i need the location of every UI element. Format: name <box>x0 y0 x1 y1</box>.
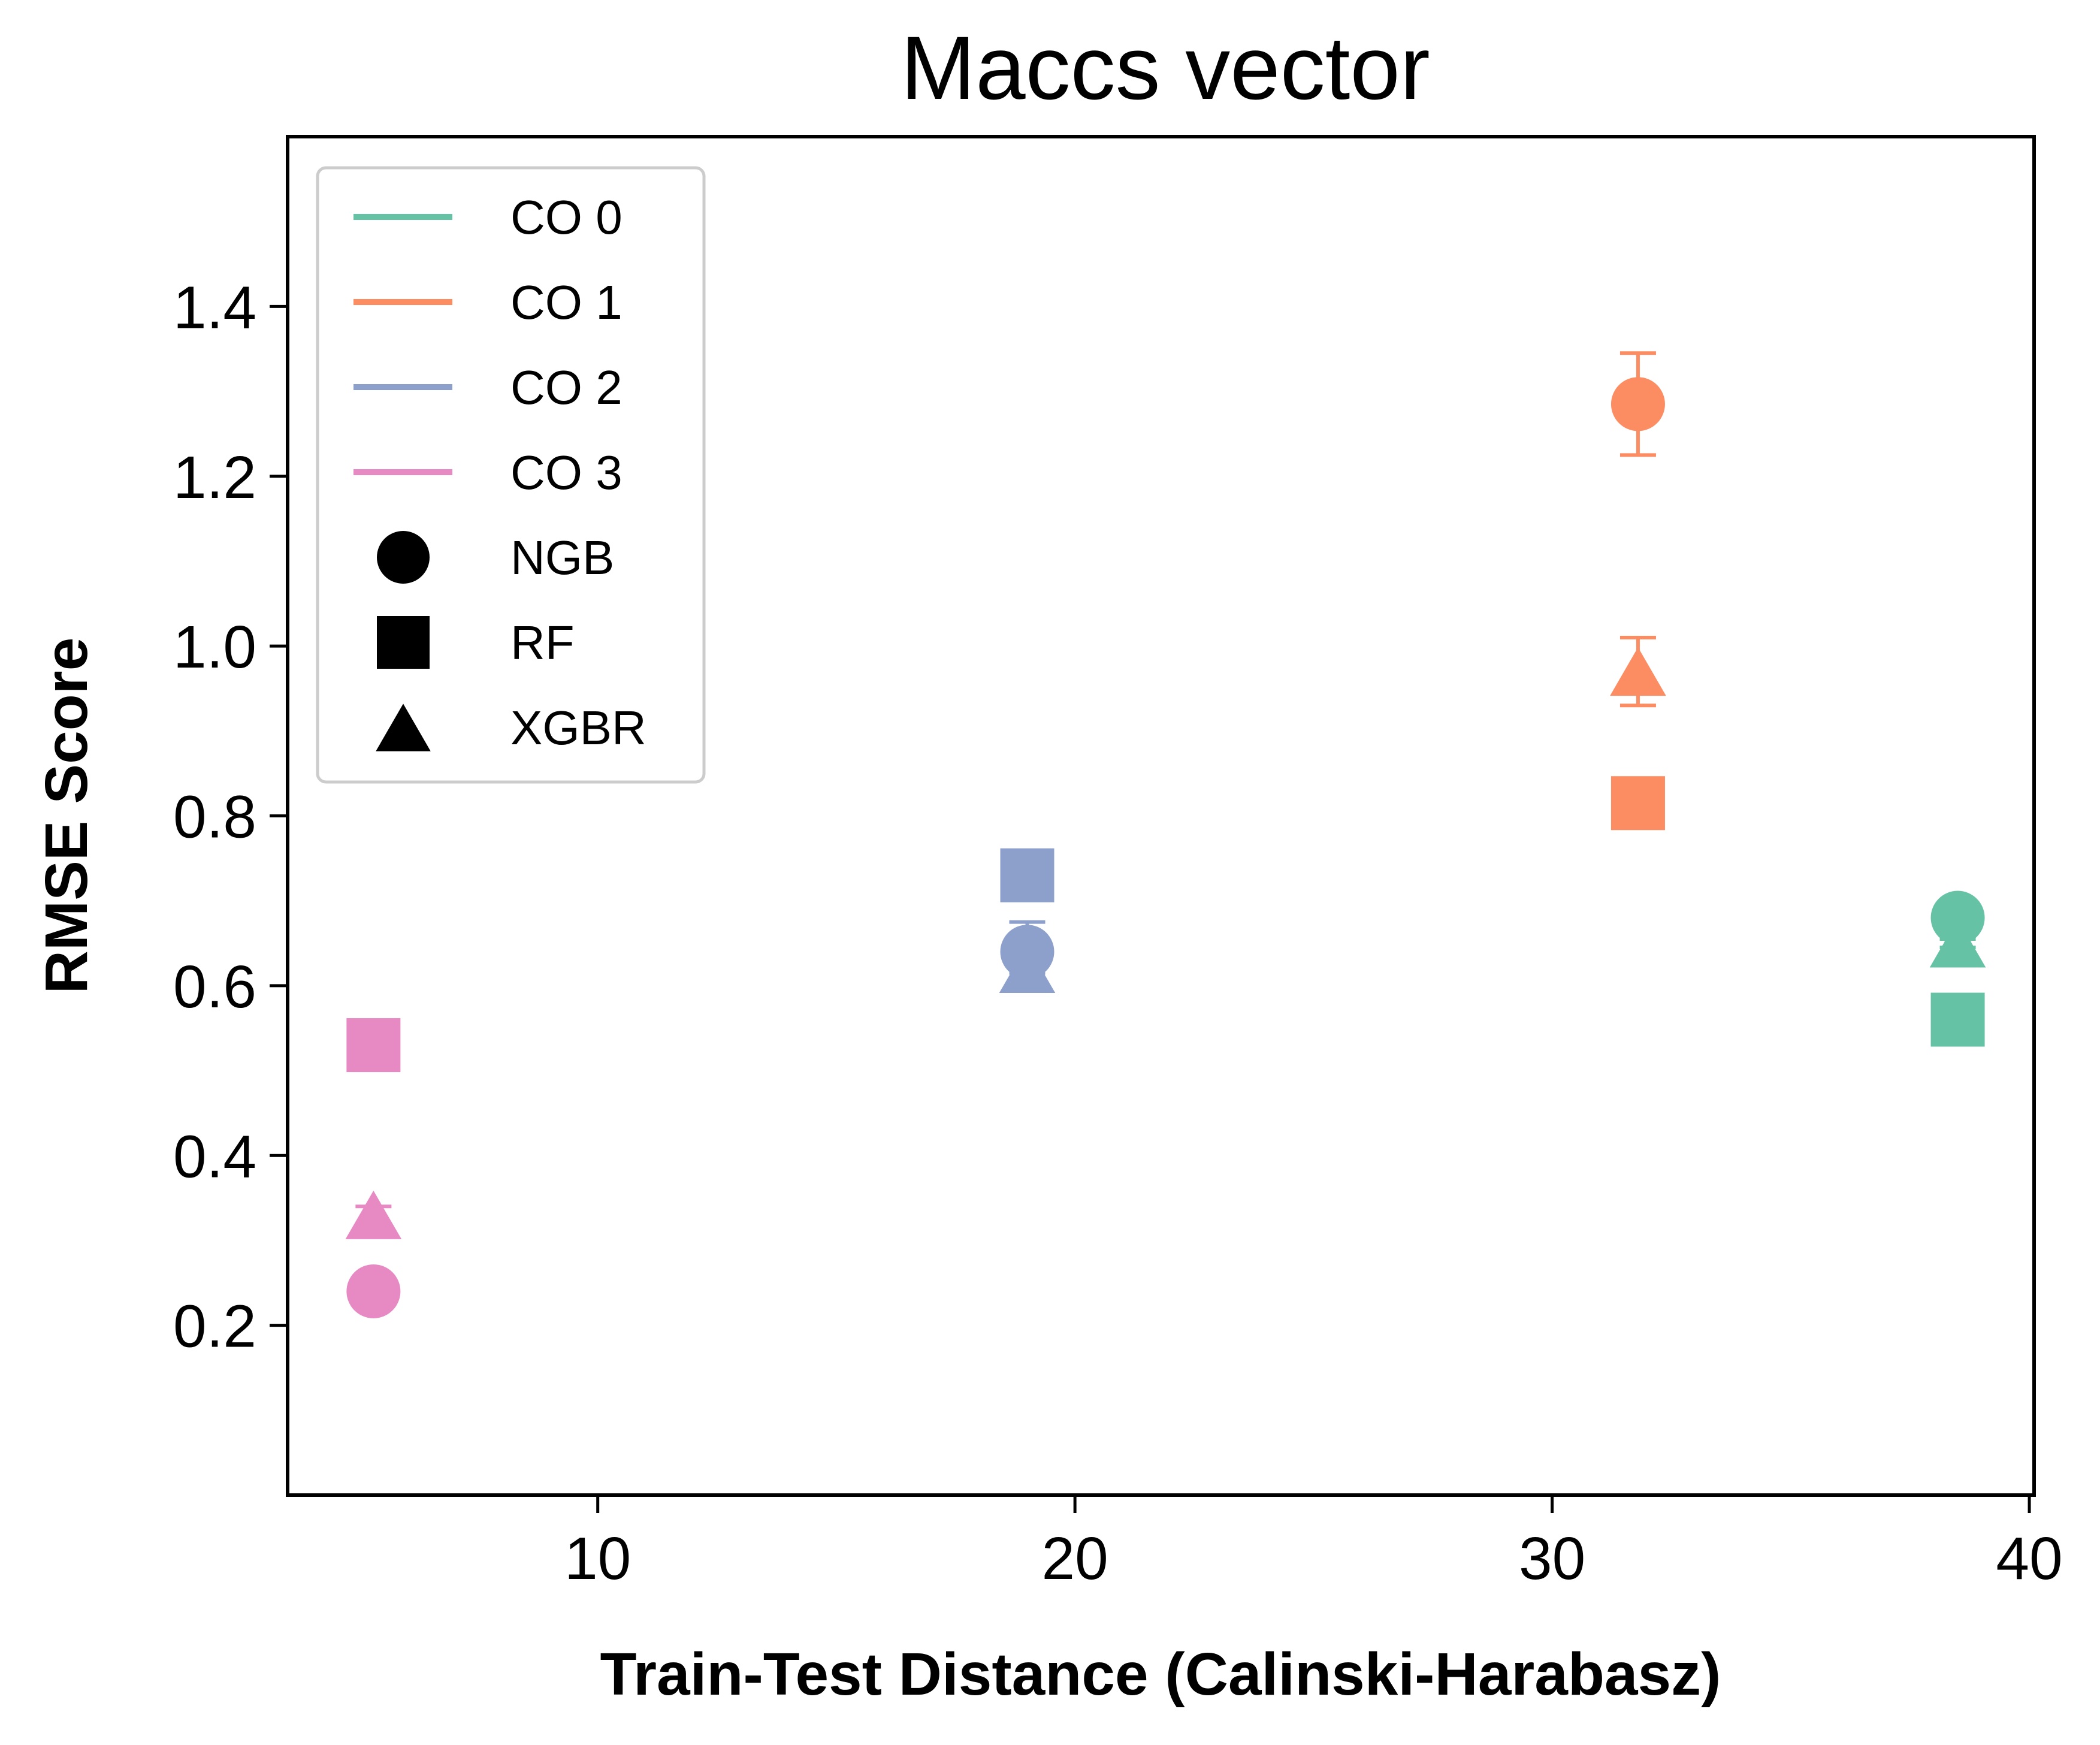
legend-item-rf: RF <box>377 616 575 669</box>
point-co-2-rf <box>1000 848 1054 902</box>
legend-marker-xgbr <box>376 704 431 751</box>
legend-label-co-3: CO 3 <box>510 446 623 499</box>
y-tick-label-1: 0.4 <box>173 1123 256 1190</box>
y-tick-label-2: 0.6 <box>173 953 256 1021</box>
legend-label-xgbr: XGBR <box>510 701 646 754</box>
legend-marker-rf <box>377 616 430 669</box>
point-co-0-ngb <box>1930 890 1985 945</box>
legend-label-rf: RF <box>510 616 575 669</box>
y-tick-label-6: 1.4 <box>173 274 256 341</box>
y-tick-label-0: 0.2 <box>173 1293 256 1360</box>
legend-label-co-0: CO 0 <box>510 191 623 244</box>
legend-label-co-1: CO 1 <box>510 276 623 329</box>
y-tick-label-4: 1.0 <box>173 614 256 681</box>
legend-item-ngb: NGB <box>377 531 614 584</box>
point-co-0-xgbr <box>1929 919 1986 968</box>
point-co-0-rf <box>1930 992 1985 1047</box>
point-co-3-ngb <box>346 1264 401 1318</box>
x-axis: 10 20 30 40 <box>564 1495 2063 1592</box>
x-axis-label: Train-Test Distance (Calinski-Harabasz) <box>600 1641 1721 1708</box>
point-co-2-xgbr <box>999 944 1056 994</box>
y-axis: 0.2 0.4 0.6 0.8 1.0 1.2 1.4 <box>173 274 288 1360</box>
legend: CO 0 CO 1 CO 2 CO 3 NGB RF XGBR <box>316 166 706 784</box>
legend-marker-ngb <box>377 531 430 584</box>
x-tick-label-10: 10 <box>564 1525 631 1592</box>
chart-title: Maccs vector <box>901 17 1430 118</box>
data-markers <box>345 351 1986 1318</box>
point-co-1-rf <box>1610 776 1665 831</box>
point-co-3-xgbr <box>345 1190 402 1239</box>
legend-item-co-2: CO 2 <box>353 361 623 414</box>
x-tick-label-30: 30 <box>1519 1525 1585 1592</box>
legend-label-co-2: CO 2 <box>510 361 623 414</box>
legend-item-co-3: CO 3 <box>353 446 623 499</box>
legend-items: CO 0 CO 1 CO 2 CO 3 NGB RF XGBR <box>353 191 646 754</box>
y-tick-label-5: 1.2 <box>173 444 256 511</box>
y-tick-label-3: 0.8 <box>173 784 256 851</box>
x-tick-label-40: 40 <box>1996 1525 2062 1592</box>
legend-item-co-1: CO 1 <box>353 276 623 329</box>
point-co-3-rf <box>346 1018 401 1073</box>
legend-label-ngb: NGB <box>510 531 614 584</box>
y-axis-label: RMSE Score <box>33 638 100 994</box>
point-co-1-xgbr <box>1610 647 1666 696</box>
legend-item-xgbr: XGBR <box>376 701 646 754</box>
legend-item-co-0: CO 0 <box>353 191 623 244</box>
point-co-1-ngb <box>1610 377 1665 431</box>
x-tick-label-20: 20 <box>1042 1525 1108 1592</box>
